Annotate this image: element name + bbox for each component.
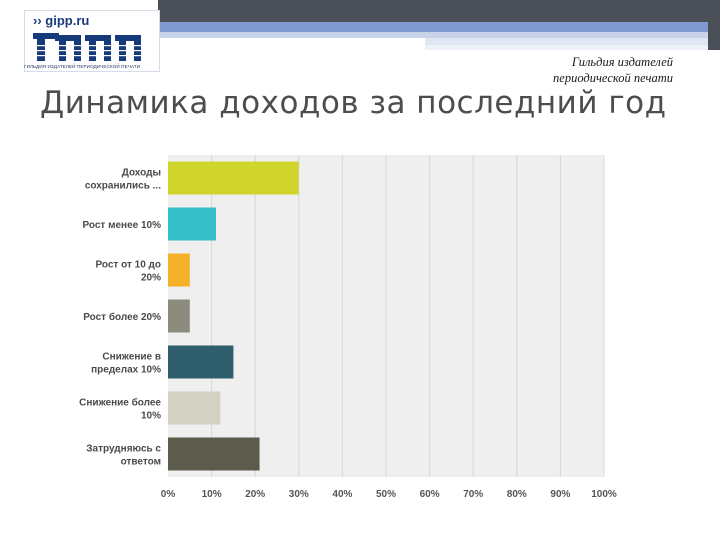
- bar: [168, 161, 299, 195]
- x-tick-label: 0%: [161, 489, 176, 500]
- bar: [168, 391, 221, 425]
- x-tick-label: 20%: [245, 489, 265, 500]
- x-tick-label: 40%: [332, 489, 352, 500]
- logo-url: ›› gipp.ru: [33, 13, 90, 28]
- bar: [168, 437, 260, 471]
- category-label: пределах 10%: [91, 365, 161, 376]
- category-label: сохранились ...: [85, 181, 161, 192]
- x-tick-label: 90%: [550, 489, 570, 500]
- category-label: Затрудняюсь с: [86, 444, 161, 455]
- category-label: Рост менее 10%: [82, 220, 161, 231]
- category-label: Снижение более: [79, 397, 161, 409]
- x-tick-label: 50%: [376, 489, 396, 500]
- bar: [168, 345, 234, 379]
- header-band-dark: [158, 0, 720, 22]
- x-tick-label: 30%: [289, 489, 309, 500]
- x-tick-label: 60%: [420, 489, 440, 500]
- header-band-right: [708, 22, 720, 50]
- category-label: ответом: [121, 457, 161, 468]
- x-tick-label: 10%: [202, 489, 222, 500]
- category-label: Рост более 20%: [83, 311, 161, 323]
- header-band-light: [158, 32, 720, 38]
- x-tick-label: 80%: [507, 489, 527, 500]
- organization-name: Гильдия издателей периодической печати: [553, 54, 673, 86]
- bar: [168, 299, 190, 333]
- bar: [168, 207, 216, 241]
- category-label: 10%: [141, 411, 161, 422]
- gipp-logo-mark: [31, 33, 153, 61]
- header-band-blue: [158, 22, 720, 32]
- category-label: Рост от 10 до: [95, 260, 161, 271]
- logo-caption: ГИЛЬДИЯ ИЗДАТЕЛЕЙ ПЕРИОДИЧЕСКОЙ ПЕЧАТИ: [24, 64, 141, 69]
- gipp-logo[interactable]: ›› gipp.ru: [24, 10, 160, 72]
- organization-name-line2: периодической печати: [553, 71, 673, 85]
- bar: [168, 253, 190, 287]
- x-tick-label: 100%: [591, 489, 617, 500]
- category-label: 20%: [141, 273, 161, 284]
- slide-title: Динамика доходов за последний год: [40, 85, 667, 121]
- x-tick-label: 70%: [463, 489, 483, 500]
- category-label: Снижение в: [102, 352, 161, 363]
- category-label: Доходы: [122, 168, 161, 179]
- header-band-lightest: [425, 45, 720, 50]
- header-band-lighter: [425, 38, 720, 45]
- organization-name-line1: Гильдия издателей: [571, 55, 673, 69]
